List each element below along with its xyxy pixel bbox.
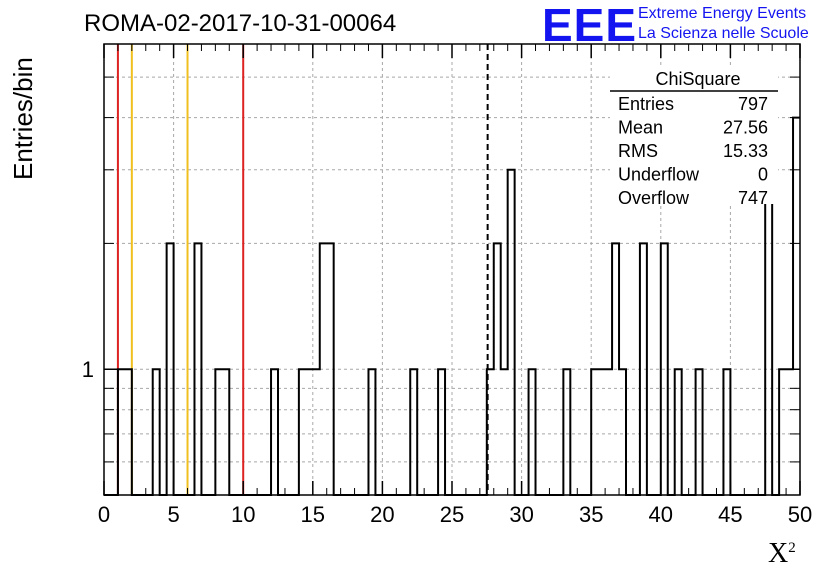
histogram-bar [619,369,626,495]
x-tick-label: 30 [509,502,533,527]
histogram-bar [153,369,160,495]
stats-box-background [610,66,778,204]
histogram-bar [591,369,598,495]
stats-row-label: Overflow [618,188,690,208]
x-tick-label: 10 [231,502,255,527]
histogram-bar [723,369,730,495]
logo-subtitle-line1: Extreme Energy Events [638,5,807,22]
x-axis-label-superscript: 2 [788,540,796,556]
histogram-bar [118,369,125,495]
histogram-bar [765,170,772,495]
stats-row-value: 27.56 [723,118,768,138]
histogram-bar [501,369,508,495]
stats-row-value: 797 [738,94,768,114]
histogram-bar [320,243,327,495]
histogram-bar [306,369,313,495]
x-tick-label: 45 [718,502,742,527]
histogram-bar [215,369,222,495]
x-tick-label: 15 [301,502,325,527]
histogram-bar [271,369,278,495]
grid-lines [104,44,800,495]
y-tick-label: 1 [82,357,94,382]
stats-row-value: 15.33 [723,141,768,161]
x-axis-label: X2 [768,538,796,570]
histogram-bar [194,243,201,495]
histogram-bar [696,369,703,495]
x-axis-label-symbol: X [768,538,789,569]
histogram-bar [327,243,334,495]
stats-row-value: 747 [738,188,768,208]
stats-box-name: ChiSquare [655,69,740,89]
histogram-bar [508,170,515,495]
x-tick-label: 5 [167,502,179,527]
histogram-bar [494,243,501,495]
histogram-bar [529,369,536,495]
logo-subtitle-line2: La Scienza nelle Scuole [638,25,809,42]
x-tick-label: 35 [579,502,603,527]
histogram-bar [793,118,800,495]
x-tick-label: 0 [98,502,110,527]
histogram-bar [605,369,612,495]
eee-logo-mark: EEE [542,0,638,51]
stats-row-label: RMS [618,141,658,161]
y-axis-label: Entries/bin [8,57,38,180]
x-tick-label: 50 [788,502,812,527]
histogram-bar [779,369,786,495]
histogram-bar [167,243,174,495]
x-tick-label: 20 [370,502,394,527]
histogram-bar [598,369,605,495]
histogram-bar [368,369,375,495]
histogram-bar [563,369,570,495]
histogram-bar [410,369,417,495]
stats-row-label: Mean [618,118,663,138]
x-tick-label: 40 [649,502,673,527]
histogram-bar [438,369,445,495]
chart-title: ROMA-02-2017-10-31-00064 [84,10,397,37]
histogram-bar [125,369,132,495]
histogram-bar [222,369,229,495]
stats-box: ChiSquare Entries 797 Mean 27.56 RMS 15.33 Unde… [610,66,778,208]
histogram-bar [487,369,494,495]
axis-ticks: 0 5 10 15 20 25 30 35 40 45 50 1 [82,44,812,527]
histogram-bar [299,369,306,495]
histogram-bar [313,369,320,495]
histogram-bar [675,369,682,495]
stats-row-label: Entries [618,94,674,114]
x-tick-label: 25 [440,502,464,527]
histogram-bar [661,243,668,495]
stats-row-value: 0 [758,165,768,185]
histogram-bar [612,243,619,495]
histogram-bar [640,243,647,495]
stats-row-label: Underflow [618,165,700,185]
